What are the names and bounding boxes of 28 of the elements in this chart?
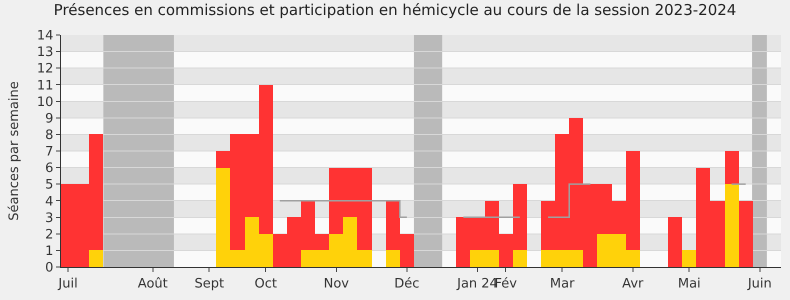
y-tick-label: 14 bbox=[36, 28, 54, 44]
y-tick-label: 10 bbox=[36, 94, 54, 110]
x-tick-label: Sept bbox=[194, 276, 224, 292]
chart-title: Présences en commissions et participation en hémicycle au cours de la session 2023-2024 bbox=[54, 1, 736, 19]
y-tick-label: 3 bbox=[45, 210, 54, 226]
y-tick-label: 9 bbox=[45, 111, 54, 126]
x-tick-label: Juil bbox=[57, 276, 78, 292]
y-tick-label: 0 bbox=[45, 260, 54, 276]
y-tick-label: 5 bbox=[45, 178, 54, 193]
y-tick-label: 13 bbox=[36, 45, 54, 60]
x-tick-label: Fév bbox=[494, 276, 518, 292]
y-tick-label: 6 bbox=[45, 161, 54, 176]
x-tick-label: Mar bbox=[550, 276, 576, 292]
x-tick-label: Oct bbox=[254, 276, 277, 292]
y-tick-label: 2 bbox=[45, 227, 54, 242]
y-tick-label: 12 bbox=[36, 62, 54, 77]
y-axis-title: Séances par semaine bbox=[6, 81, 22, 221]
x-tick-label: Nov bbox=[324, 276, 350, 292]
y-tick-label: 4 bbox=[45, 194, 54, 210]
y-tick-label: 7 bbox=[45, 144, 54, 160]
y-tick-label: 11 bbox=[36, 78, 54, 94]
x-tick-label: Août bbox=[138, 276, 168, 292]
y-tick-label: 1 bbox=[45, 244, 54, 259]
x-tick-label: Avr bbox=[622, 276, 644, 292]
x-tick-label: Juin bbox=[746, 276, 772, 292]
x-tick-label: Déc bbox=[394, 276, 420, 292]
y-tick-label: 8 bbox=[45, 128, 54, 143]
x-tick-label: Mai bbox=[678, 276, 701, 292]
